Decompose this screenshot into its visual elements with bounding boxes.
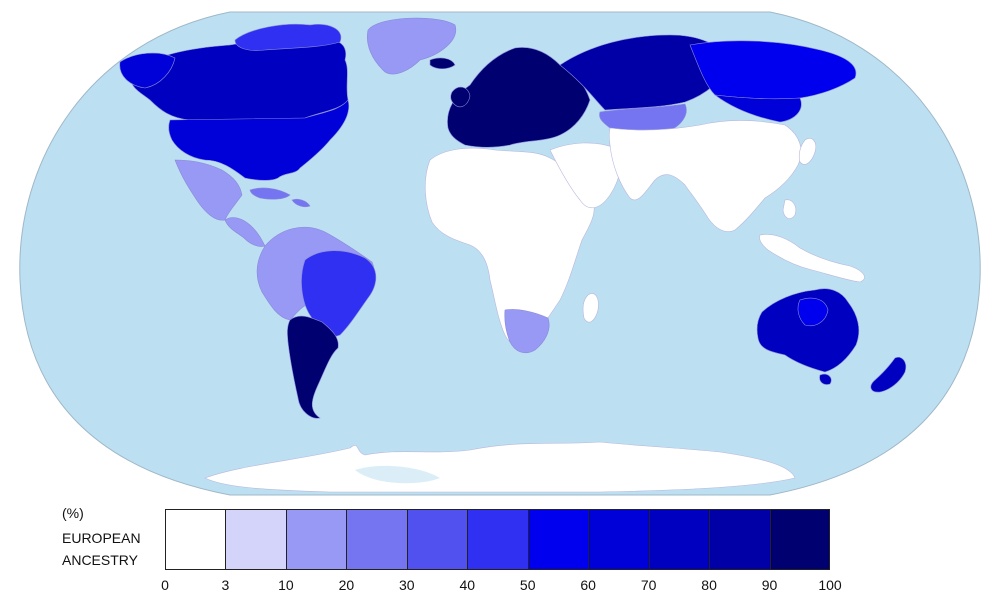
legend-tick-label: 100 <box>818 577 842 593</box>
legend-tick-label: 50 <box>519 577 536 593</box>
legend-tick-label: 30 <box>399 577 415 593</box>
legend-swatch <box>709 509 770 570</box>
region-australia <box>756 288 860 373</box>
region-mexico <box>174 159 243 221</box>
legend-tick-label: 10 <box>278 577 294 593</box>
region-asia <box>608 120 802 232</box>
legend-tick-label: 3 <box>221 577 230 593</box>
legend-tick-label: 20 <box>338 577 355 593</box>
legend-title-line1: EUROPEAN <box>62 530 141 546</box>
legend-title-line2: ANCESTRY <box>62 552 138 568</box>
region-japan <box>798 138 817 165</box>
region-madagascar <box>582 293 599 323</box>
region-iceland <box>429 57 456 70</box>
legend-swatch <box>527 509 589 570</box>
legend-tick-label: 0 <box>161 577 169 593</box>
legend-swatch <box>769 509 830 570</box>
legend-unit: (%) <box>62 505 84 521</box>
region-australia-central <box>797 297 829 327</box>
region-antarctica-ice <box>355 465 440 484</box>
region-alaska <box>119 52 176 89</box>
region-sea-islands <box>759 234 865 283</box>
legend-tick-label: 60 <box>580 577 596 593</box>
legend-swatch <box>648 509 710 570</box>
region-sea-islands-2 <box>782 199 797 219</box>
legend-tick-label: 90 <box>761 577 778 593</box>
legend-swatch <box>225 509 286 570</box>
legend-swatch <box>406 509 468 570</box>
legend-swatch <box>165 509 226 570</box>
region-south-africa <box>504 309 550 354</box>
region-arctic-islands <box>234 24 342 51</box>
region-caribbean <box>249 187 291 200</box>
world-map <box>19 11 981 496</box>
legend-swatch <box>346 509 407 570</box>
region-argentina <box>287 315 339 419</box>
region-new-zealand <box>870 357 907 393</box>
legend-tick-label: 70 <box>640 577 657 593</box>
legend-swatch <box>588 509 649 570</box>
region-antarctica <box>204 441 796 493</box>
region-greenland <box>367 17 457 75</box>
region-british-isles <box>450 86 471 108</box>
region-siberia-south <box>713 94 802 123</box>
legend-tick-label: 80 <box>701 577 717 593</box>
region-brazil <box>301 250 377 337</box>
legend-tick-label: 40 <box>459 577 476 593</box>
legend-swatch <box>285 509 347 570</box>
region-middle-east <box>549 142 621 208</box>
region-europe <box>447 47 591 148</box>
region-usa <box>168 99 350 181</box>
legend-swatch <box>467 509 528 570</box>
region-tasmania <box>819 373 832 385</box>
region-caribbean-2 <box>291 198 311 208</box>
